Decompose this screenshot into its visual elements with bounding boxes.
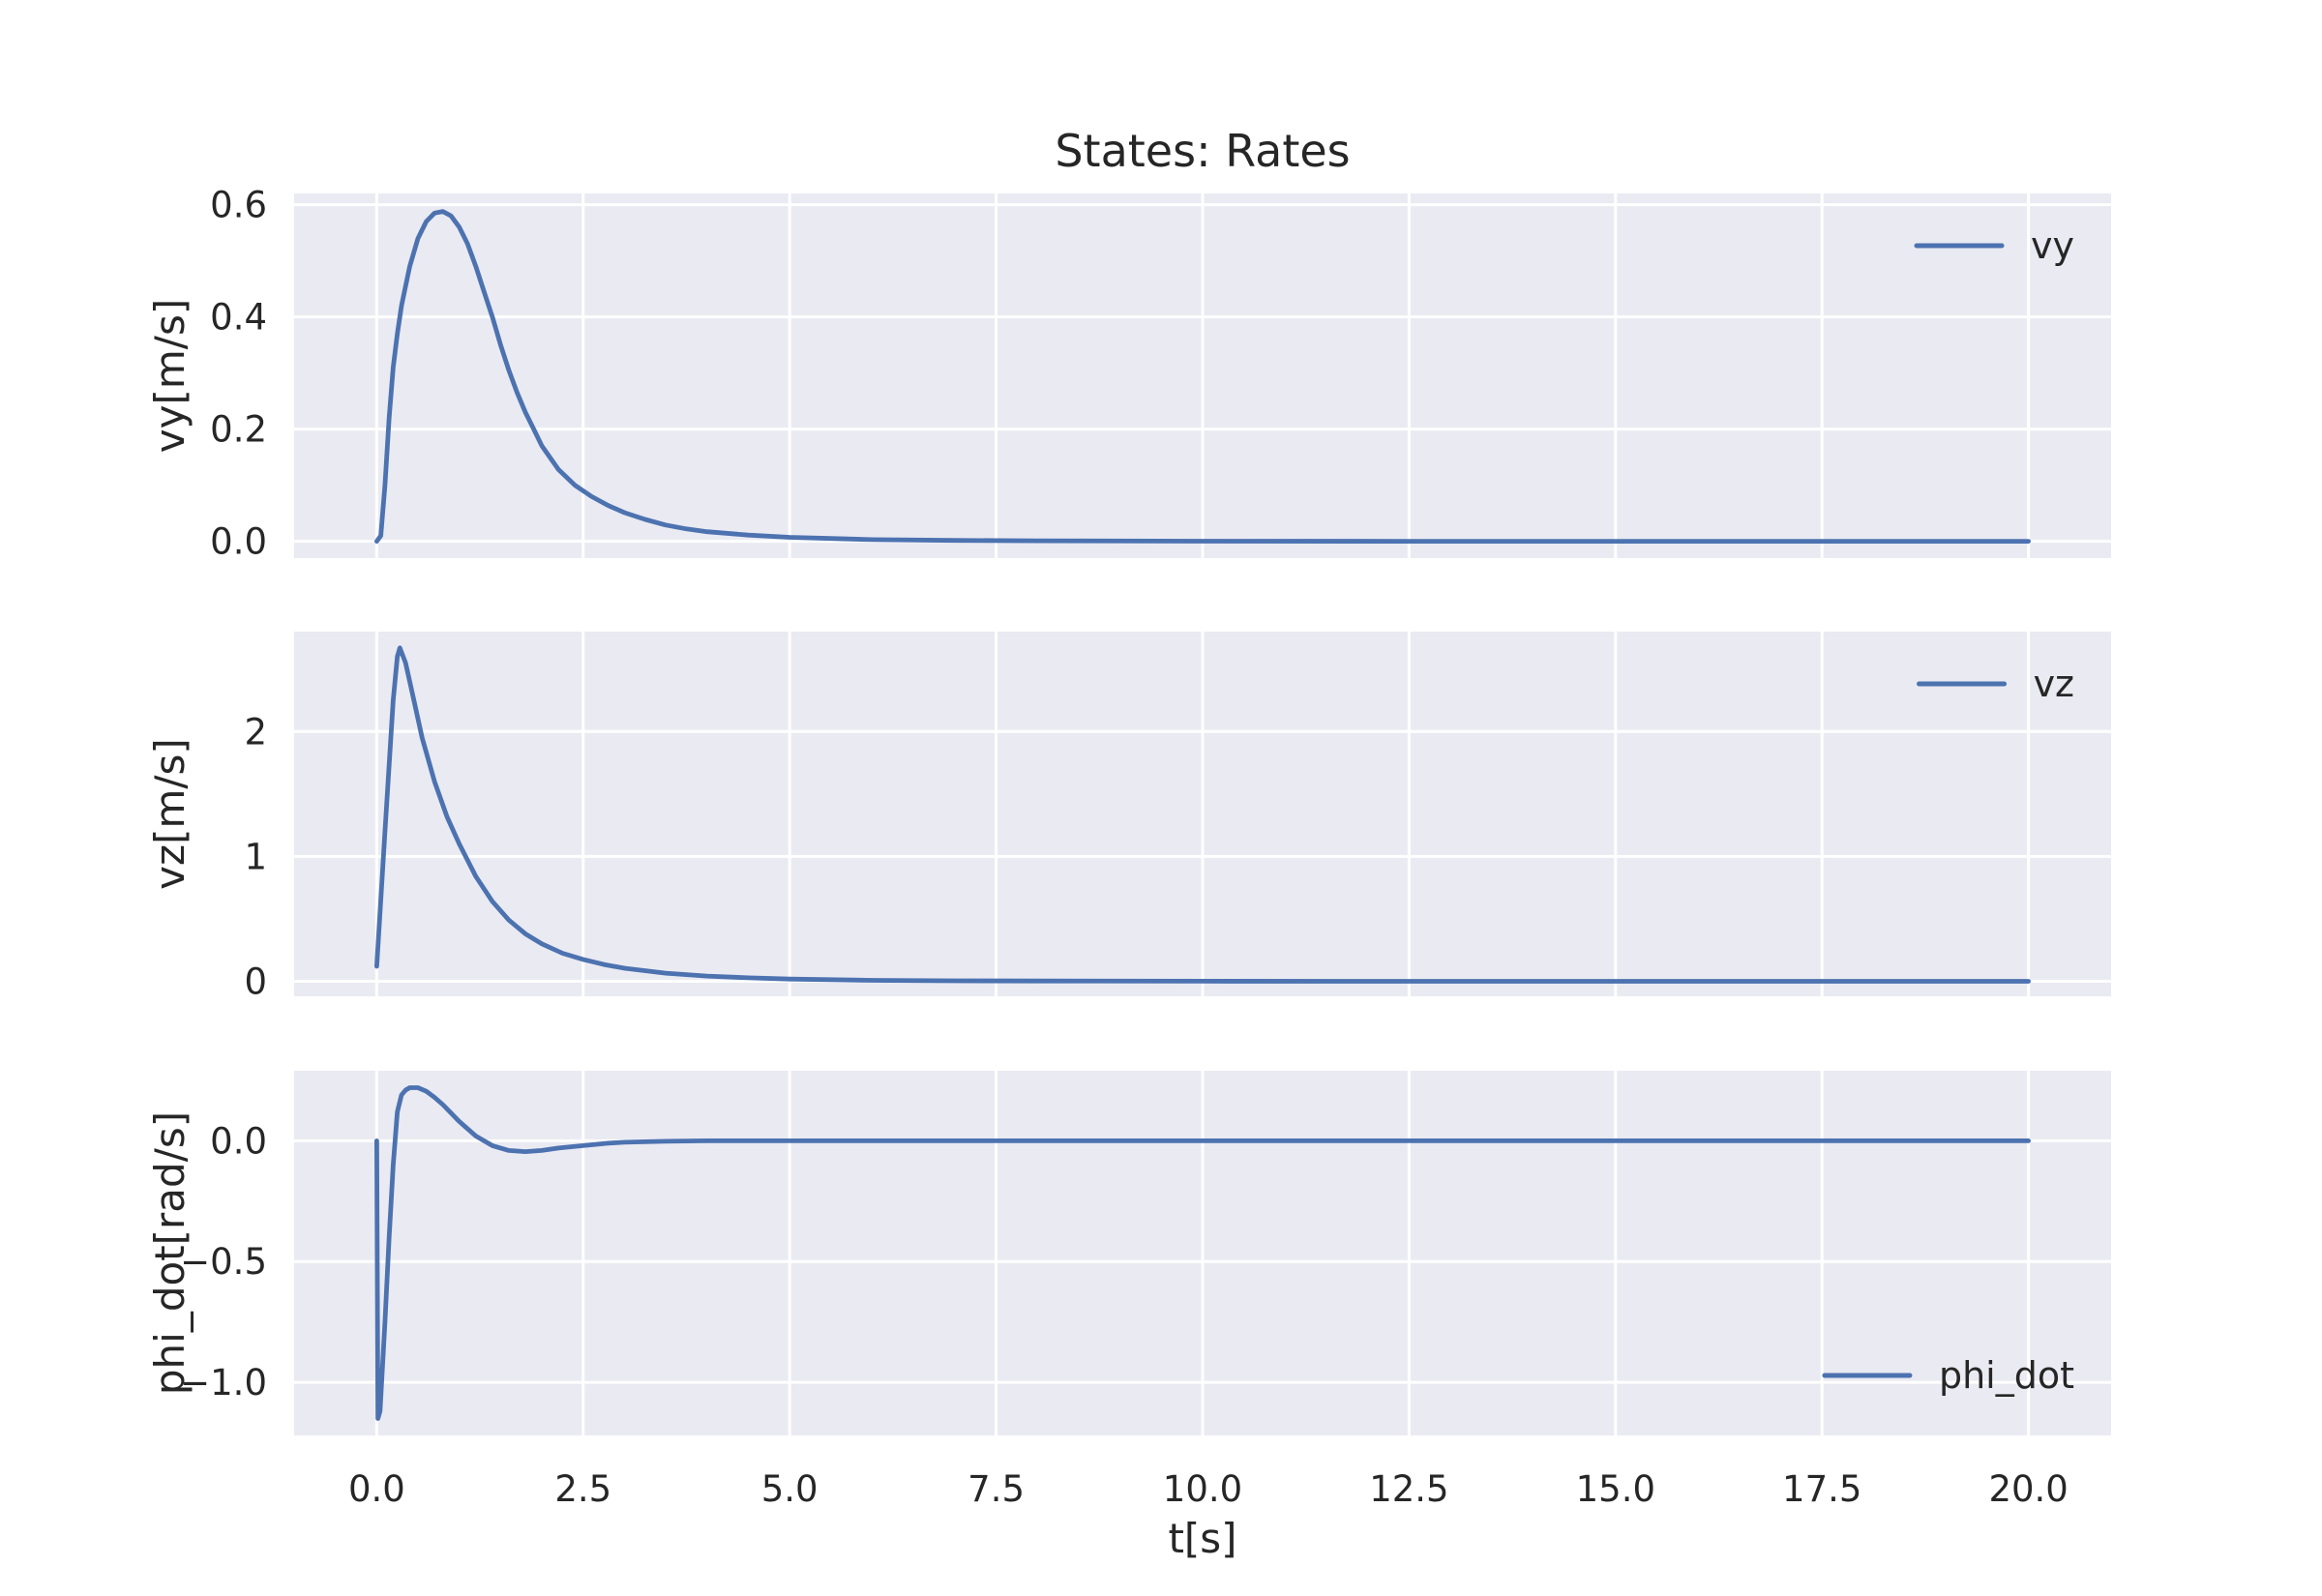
x-tick-label: 15.0: [1576, 1468, 1655, 1510]
y-tick-label: 0.0: [210, 521, 267, 563]
x-tick-label: 7.5: [968, 1468, 1025, 1510]
series-line-vy: [373, 209, 2032, 544]
x-tick-label: 20.0: [1988, 1468, 2068, 1510]
subplot-2: 0 1 2 vz[m/s] vz: [146, 632, 2111, 1003]
x-axis-label: t[s]: [1168, 1515, 1236, 1562]
x-tick-label: 17.5: [1782, 1468, 1861, 1510]
y-tick-label: 2: [244, 711, 267, 753]
x-tick-label: 0.0: [348, 1468, 405, 1510]
y-tick-label: 1: [244, 836, 267, 877]
legend-label: phi_dot: [1939, 1354, 2074, 1397]
y-axis-label: vy[m/s]: [146, 299, 194, 453]
x-tick-label: 2.5: [554, 1468, 611, 1510]
series-line-phi-dot: [373, 1085, 2032, 1421]
y-tick-label: 0.0: [210, 1120, 267, 1162]
x-axis-ticks: 0.0 2.5 5.0 7.5 10.0 12.5 15.0 17.5 20.0: [348, 1468, 2069, 1510]
legend: phi_dot: [1822, 1354, 2074, 1397]
legend: vy: [1914, 224, 2074, 267]
x-tick-label: 12.5: [1369, 1468, 1448, 1510]
x-tick-label: 5.0: [761, 1468, 819, 1510]
legend-label: vz: [2034, 663, 2074, 705]
y-tick-label: 0: [244, 961, 267, 1003]
legend-label: vy: [2031, 224, 2074, 267]
legend: vz: [1917, 663, 2074, 705]
subplot-1: 0.0 0.2 0.4 0.6 vy[m/s] vy: [146, 185, 2111, 563]
y-axis-label: phi_dot[rad/s]: [146, 1111, 194, 1395]
series-line-vz: [373, 645, 2032, 984]
y-axis-label: vz[m/s]: [146, 738, 194, 890]
x-tick-label: 10.0: [1163, 1468, 1242, 1510]
y-tick-label: 0.2: [210, 409, 267, 451]
y-tick-label: −0.5: [180, 1241, 267, 1283]
subplots: 0.0 0.2 0.4 0.6 vy[m/s] vy 0 1 2 vz[m/s] vz 0.0 −0.5…: [146, 185, 2111, 1510]
chart-title: States: Rates: [1055, 125, 1350, 177]
y-tick-label: −1.0: [180, 1362, 267, 1404]
y-tick-label: 0.4: [210, 297, 267, 339]
y-tick-label: 0.6: [210, 185, 267, 226]
